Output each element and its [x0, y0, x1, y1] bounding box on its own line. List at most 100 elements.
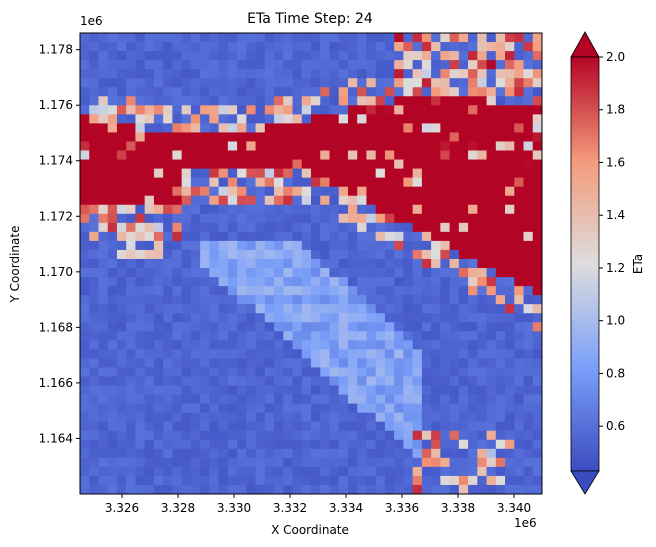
heatmap-cell	[523, 421, 534, 432]
heatmap-cell	[458, 340, 469, 350]
heatmap-cell	[449, 105, 460, 115]
heatmap-cell	[116, 286, 127, 296]
heatmap-cell	[311, 213, 321, 224]
heatmap-cell	[264, 258, 275, 269]
heatmap-cell	[329, 177, 340, 188]
heatmap-cell	[163, 60, 173, 70]
heatmap-cell	[458, 33, 469, 43]
heatmap-cell	[264, 403, 275, 414]
heatmap-cell	[292, 51, 303, 61]
heatmap-cell	[126, 132, 136, 142]
heatmap-cell	[274, 78, 284, 88]
heatmap-cell	[153, 277, 164, 287]
heatmap-cell	[440, 268, 450, 278]
heatmap-cell	[421, 159, 432, 169]
heatmap-cell	[283, 421, 293, 432]
heatmap-cell	[190, 132, 201, 142]
heatmap-cell	[190, 213, 201, 224]
heatmap-cell	[255, 475, 266, 486]
heatmap-cell	[98, 87, 109, 97]
heatmap-cell	[144, 51, 155, 61]
heatmap-cell	[98, 204, 109, 215]
heatmap-cell	[172, 168, 183, 179]
heatmap-cell	[237, 150, 247, 160]
heatmap-cell	[431, 367, 441, 377]
heatmap-cell	[237, 313, 247, 323]
heatmap-cell	[347, 313, 358, 323]
heatmap-cell	[80, 186, 90, 197]
heatmap-cell	[274, 340, 284, 350]
heatmap-cell	[283, 349, 293, 359]
heatmap-cell	[412, 177, 423, 188]
heatmap-cell	[181, 33, 192, 43]
heatmap-cell	[227, 168, 238, 179]
heatmap-cell	[412, 304, 423, 314]
heatmap-cell	[329, 204, 340, 215]
heatmap-cell	[98, 277, 109, 287]
heatmap-cell	[458, 105, 469, 115]
heatmap-cell	[384, 340, 395, 350]
heatmap-cell	[338, 367, 349, 377]
heatmap-cell	[366, 186, 377, 197]
heatmap-cell	[329, 114, 340, 124]
heatmap-cell	[264, 177, 275, 188]
heatmap-cell	[107, 268, 118, 278]
heatmap-cell	[283, 231, 293, 242]
heatmap-cell	[375, 222, 386, 233]
heatmap-cell	[366, 412, 377, 423]
heatmap-cell	[320, 258, 330, 269]
heatmap-cell	[505, 394, 515, 405]
heatmap-cell	[274, 132, 284, 142]
heatmap-cell	[338, 385, 349, 395]
heatmap-cell	[431, 349, 441, 359]
heatmap-cell	[311, 132, 321, 142]
heatmap-cell	[412, 195, 423, 206]
heatmap-cell	[338, 195, 349, 206]
heatmap-cell	[320, 412, 330, 423]
heatmap-cell	[135, 33, 146, 43]
heatmap-cell	[384, 277, 395, 287]
heatmap-cell	[301, 168, 312, 179]
heatmap-cell	[135, 286, 146, 296]
heatmap-cell	[292, 457, 303, 468]
heatmap-cell	[421, 358, 432, 368]
heatmap-cell	[255, 295, 266, 305]
heatmap-cell	[301, 475, 312, 486]
heatmap-cell	[421, 51, 432, 61]
heatmap-cell	[357, 376, 367, 386]
heatmap-cell	[532, 448, 543, 459]
heatmap-cell	[209, 403, 219, 414]
heatmap-cell	[292, 186, 303, 197]
heatmap-cell	[338, 484, 349, 495]
heatmap-cell	[227, 60, 238, 70]
heatmap-cell	[357, 304, 367, 314]
heatmap-cell	[375, 286, 386, 296]
heatmap-cell	[209, 475, 219, 486]
heatmap-cell	[495, 51, 506, 61]
heatmap-cell	[107, 448, 118, 459]
heatmap-cell	[255, 258, 266, 269]
heatmap-cell	[227, 484, 238, 495]
heatmap-cell	[283, 141, 293, 151]
heatmap-cell	[126, 60, 136, 70]
heatmap-cell	[458, 385, 469, 395]
heatmap-cell	[237, 213, 247, 224]
heatmap-cell	[209, 186, 219, 197]
heatmap-cell	[486, 33, 497, 43]
heatmap-cell	[329, 430, 340, 441]
heatmap-cell	[283, 430, 293, 441]
heatmap-cell	[163, 177, 173, 188]
heatmap-cell	[311, 358, 321, 368]
heatmap-cell	[311, 313, 321, 323]
heatmap-cell	[116, 96, 127, 106]
heatmap-cell	[505, 457, 515, 468]
heatmap-cell	[126, 412, 136, 423]
heatmap-cell	[135, 412, 146, 423]
heatmap-cell	[227, 33, 238, 43]
heatmap-cell	[200, 268, 210, 278]
heatmap-cell	[227, 475, 238, 486]
heatmap-cell	[311, 403, 321, 414]
heatmap-cell	[98, 213, 109, 224]
heatmap-cell	[320, 195, 330, 206]
